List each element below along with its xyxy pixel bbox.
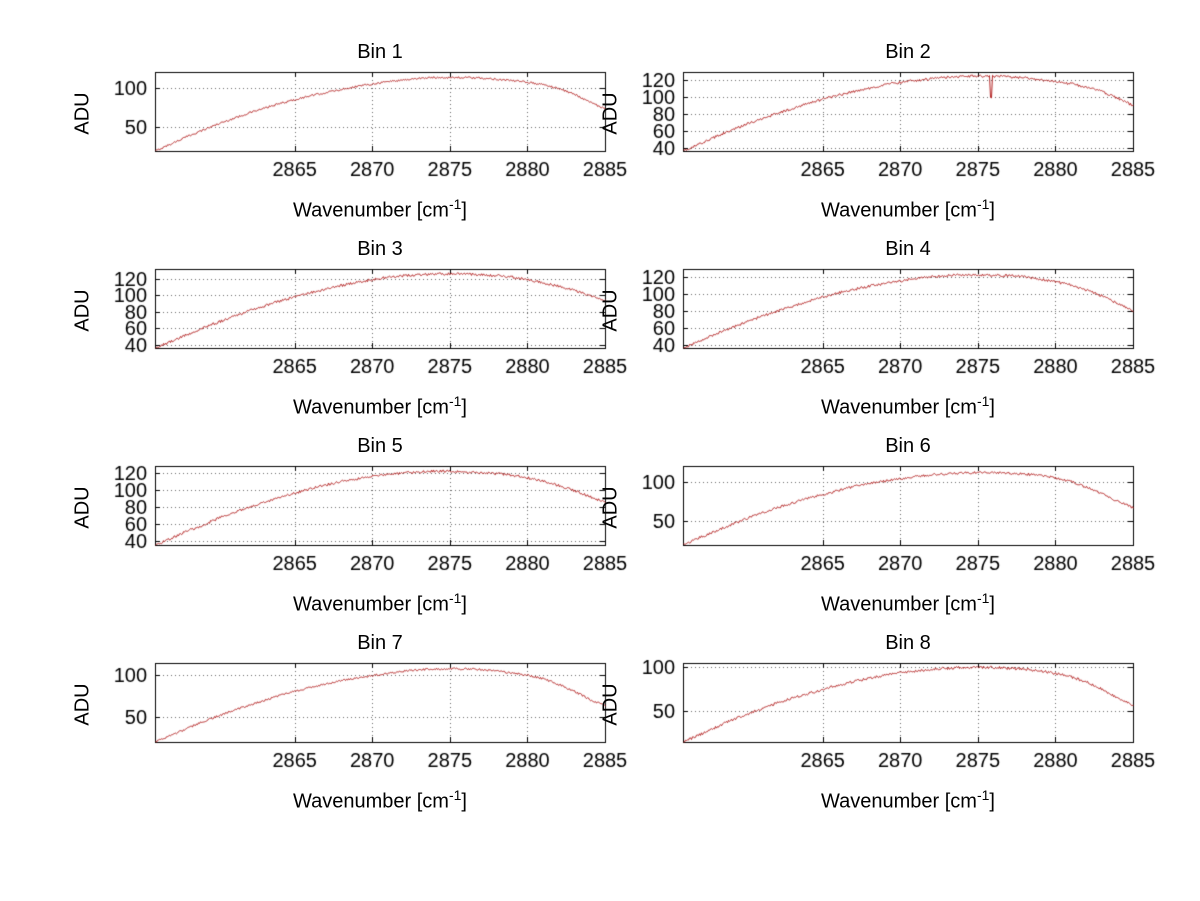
x-axis-label-sup: -1 [976, 590, 990, 606]
x-axis-label-sup: -1 [976, 196, 990, 212]
plot-area [588, 66, 1158, 191]
x-axis-label: Wavenumber [cm-1] [155, 590, 605, 617]
x-axis-label: Wavenumber [cm-1] [683, 393, 1133, 420]
x-axis-label-text: Wavenumber [cm [293, 396, 449, 419]
x-axis-label-sup: -1 [976, 787, 990, 803]
x-axis-label: Wavenumber [cm-1] [155, 393, 605, 420]
subplot-bin-7: Bin 7 ADU Wavenumber [cm-1] [60, 631, 630, 828]
x-axis-label-close: ] [461, 593, 467, 616]
x-axis-label-text: Wavenumber [cm [293, 199, 449, 222]
x-axis-label-text: Wavenumber [cm [293, 593, 449, 616]
plot-area [60, 460, 630, 585]
x-axis-label-sup: -1 [448, 590, 462, 606]
x-axis-label-close: ] [989, 790, 995, 813]
x-axis-label-text: Wavenumber [cm [821, 396, 977, 419]
subplot-bin-4: Bin 4 ADU Wavenumber [cm-1] [588, 237, 1158, 434]
subplot-bin-2: Bin 2 ADU Wavenumber [cm-1] [588, 40, 1158, 237]
x-axis-label-sup: -1 [448, 393, 462, 409]
x-axis-label-close: ] [461, 199, 467, 222]
plot-area [60, 66, 630, 191]
x-axis-label: Wavenumber [cm-1] [155, 196, 605, 223]
plot-title: Bin 1 [357, 41, 403, 63]
x-axis-label-close: ] [461, 396, 467, 419]
x-axis-label-text: Wavenumber [cm [821, 199, 977, 222]
plot-title: Bin 2 [885, 41, 931, 63]
subplot-bin-1: Bin 1 ADU Wavenumber [cm-1] [60, 40, 630, 237]
subplot-bin-5: Bin 5 ADU Wavenumber [cm-1] [60, 434, 630, 631]
plot-area [60, 657, 630, 782]
x-axis-label: Wavenumber [cm-1] [155, 787, 605, 814]
x-axis-label: Wavenumber [cm-1] [683, 590, 1133, 617]
plot-area [588, 460, 1158, 585]
plot-title: Bin 7 [357, 632, 403, 654]
x-axis-label-sup: -1 [976, 393, 990, 409]
plot-title: Bin 5 [357, 435, 403, 457]
x-axis-label-close: ] [989, 396, 995, 419]
subplot-bin-8: Bin 8 ADU Wavenumber [cm-1] [588, 631, 1158, 828]
plot-area [588, 657, 1158, 782]
x-axis-label: Wavenumber [cm-1] [683, 787, 1133, 814]
x-axis-label-close: ] [989, 593, 995, 616]
x-axis-label-text: Wavenumber [cm [293, 790, 449, 813]
x-axis-label-sup: -1 [448, 787, 462, 803]
plot-title: Bin 6 [885, 435, 931, 457]
plot-title: Bin 3 [357, 238, 403, 260]
x-axis-label: Wavenumber [cm-1] [683, 196, 1133, 223]
plot-area [588, 263, 1158, 388]
plot-title: Bin 4 [885, 238, 931, 260]
x-axis-label-text: Wavenumber [cm [821, 593, 977, 616]
plot-title: Bin 8 [885, 632, 931, 654]
plot-area [60, 263, 630, 388]
subplot-bin-6: Bin 6 ADU Wavenumber [cm-1] [588, 434, 1158, 631]
x-axis-label-text: Wavenumber [cm [821, 790, 977, 813]
x-axis-label-close: ] [461, 790, 467, 813]
x-axis-label-close: ] [989, 199, 995, 222]
subplot-bin-3: Bin 3 ADU Wavenumber [cm-1] [60, 237, 630, 434]
x-axis-label-sup: -1 [448, 196, 462, 212]
